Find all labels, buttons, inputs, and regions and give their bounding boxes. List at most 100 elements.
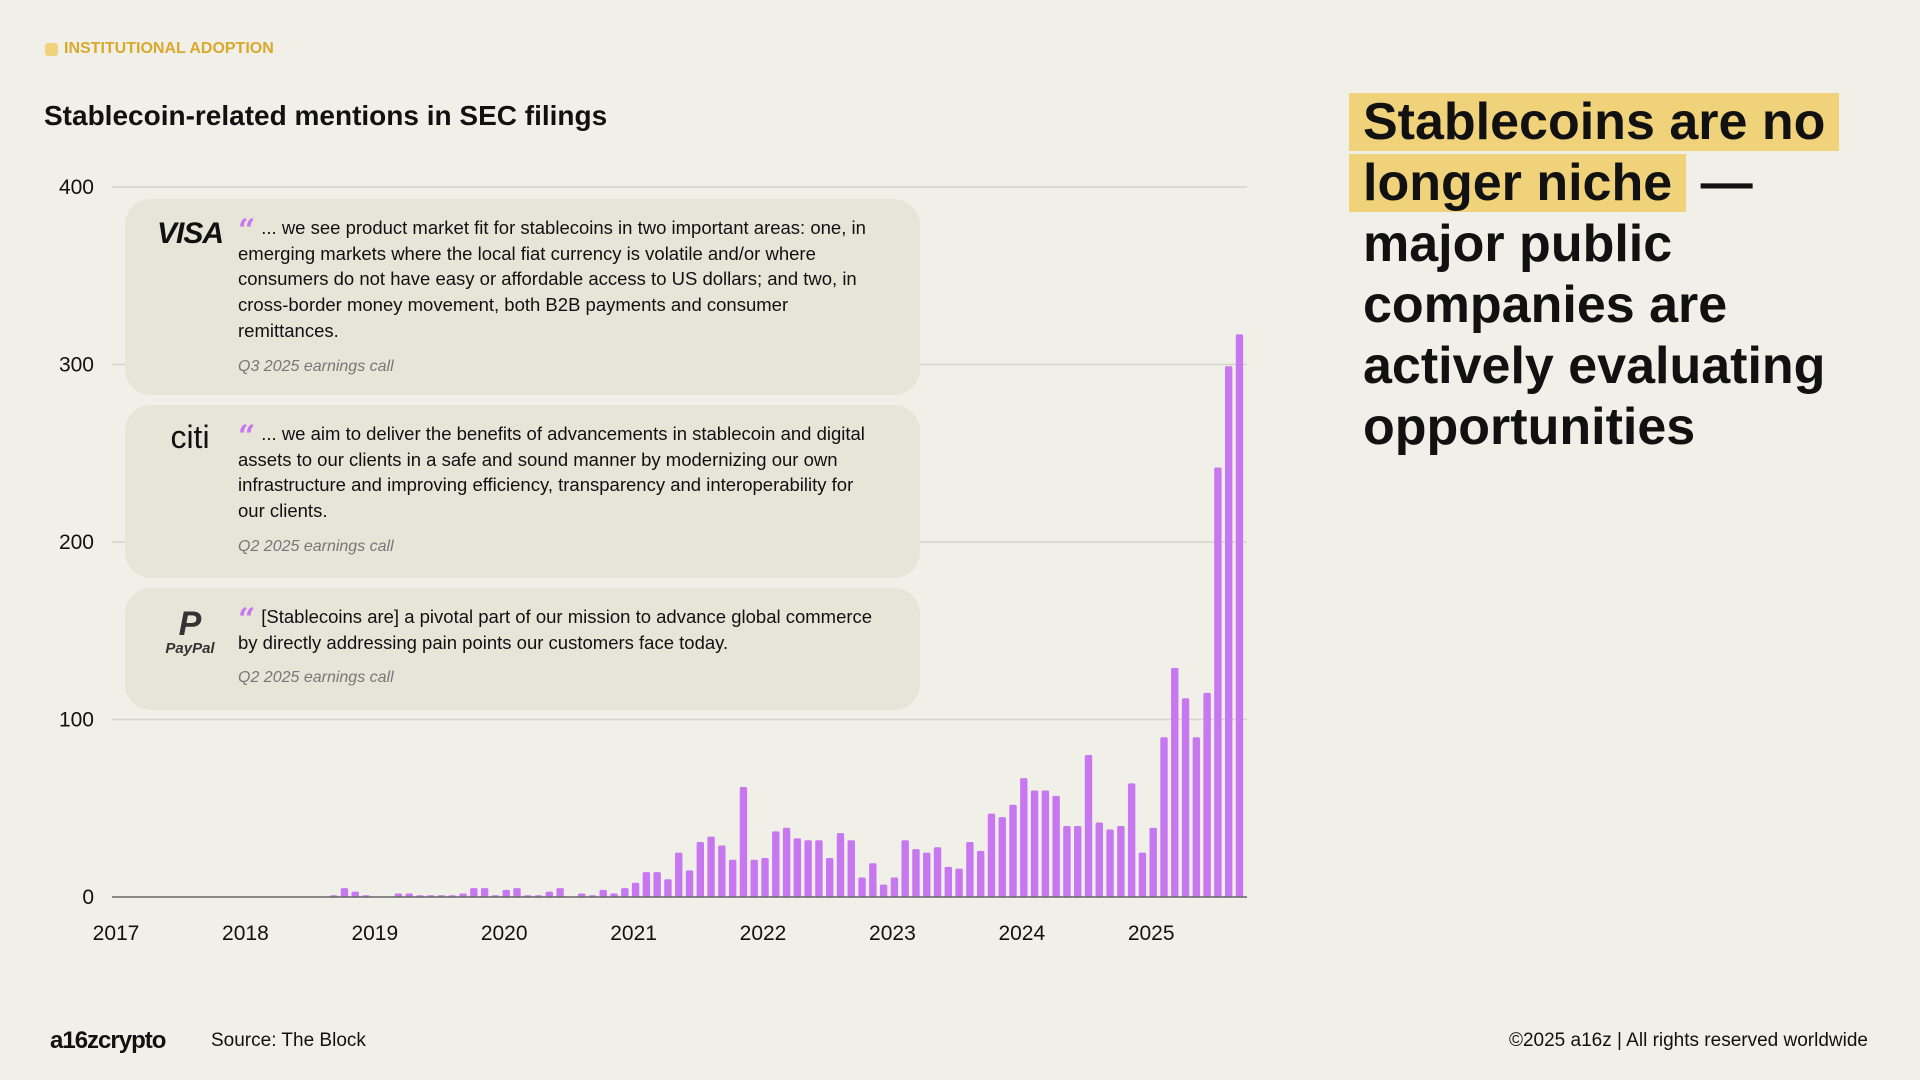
- bar: [879, 884, 888, 897]
- copyright: ©2025 a16z | All rights reserved worldwi…: [1508, 1030, 1868, 1051]
- bar: [1084, 755, 1093, 897]
- bar: [1181, 698, 1190, 897]
- quote-card-citi: citi “... we aim to deliver the benefits…: [125, 405, 920, 578]
- x-tick-label: 2022: [740, 922, 787, 945]
- bar: [1074, 826, 1082, 897]
- quote-card-paypal: P PayPal “[Stablecoins are] a pivotal pa…: [125, 588, 920, 710]
- quote-source: Q2 2025 earnings call: [238, 669, 394, 687]
- bar: [351, 891, 359, 897]
- bar: [912, 849, 920, 897]
- bar: [685, 870, 694, 897]
- bar: [340, 888, 349, 897]
- bar: [761, 857, 769, 897]
- bar: [502, 889, 510, 897]
- bar: [1052, 795, 1060, 897]
- bar: [1203, 692, 1211, 897]
- bar: [1224, 366, 1233, 897]
- chart-title: Stablecoin-related mentions in SEC filin…: [44, 100, 608, 131]
- bar: [556, 888, 564, 897]
- quote-mark-icon: “: [238, 419, 256, 454]
- bar: [631, 882, 640, 897]
- bar: [869, 863, 877, 897]
- x-tick-label: 2019: [351, 922, 398, 945]
- bar: [1138, 852, 1147, 897]
- bar: [470, 888, 478, 897]
- bar: [750, 859, 758, 897]
- bar: [642, 872, 651, 897]
- bar: [847, 840, 855, 897]
- bar: [459, 893, 467, 897]
- x-tick-label: 2020: [481, 922, 528, 945]
- bar: [793, 838, 802, 897]
- bar: [1030, 790, 1039, 897]
- headline: Stablecoins are no longer niche — major …: [1349, 92, 1903, 458]
- bar: [966, 841, 974, 897]
- paypal-p-icon: P: [178, 605, 202, 643]
- bar: [955, 868, 963, 897]
- source-note: Source: The Block: [211, 1030, 366, 1051]
- bar: [394, 893, 403, 897]
- bar: [1171, 668, 1179, 897]
- bar: [599, 889, 607, 897]
- quote-card-visa: VISA “... we see product market fit for …: [125, 199, 920, 395]
- bar: [826, 857, 834, 897]
- bar: [405, 893, 413, 897]
- y-tick-label: 200: [59, 531, 94, 554]
- x-tick-label: 2018: [222, 922, 269, 945]
- bar: [1192, 737, 1201, 897]
- bar: [718, 845, 726, 897]
- bar: [1041, 790, 1050, 897]
- y-tick-label: 300: [59, 354, 94, 377]
- bar: [782, 827, 791, 897]
- x-tick-label: 2021: [610, 922, 657, 945]
- bar: [933, 847, 942, 897]
- bar: [577, 893, 586, 897]
- bar: [836, 833, 845, 897]
- x-tick-label: 2017: [93, 922, 140, 945]
- bar: [890, 877, 899, 897]
- quote-text: [Stablecoins are] a pivotal part of our …: [238, 606, 873, 653]
- bar: [944, 866, 953, 897]
- bar: [728, 859, 737, 897]
- bar: [675, 852, 683, 897]
- section-tag: INSTITUTIONAL ADOPTION: [45, 40, 274, 58]
- y-tick-label: 100: [59, 709, 94, 732]
- bar: [621, 888, 629, 897]
- bar: [1127, 783, 1136, 897]
- bar: [1214, 467, 1222, 897]
- y-tick-label: 0: [82, 886, 94, 909]
- bar: [1063, 826, 1071, 897]
- bar: [1009, 804, 1017, 897]
- paypal-logo: P PayPal: [145, 605, 235, 657]
- bar: [1149, 827, 1157, 897]
- bar: [976, 850, 985, 897]
- quote-mark-icon: “: [238, 602, 256, 637]
- bar: [998, 817, 1006, 897]
- bar: [923, 852, 931, 897]
- bar: [1095, 822, 1103, 897]
- bar: [739, 786, 748, 897]
- tag-square-icon: [45, 42, 58, 56]
- quote-source: Q2 2025 earnings call: [238, 537, 394, 555]
- bar: [707, 836, 715, 897]
- x-tick-label: 2023: [869, 922, 916, 945]
- quote-source: Q3 2025 earnings call: [238, 357, 394, 375]
- x-tick-label: 2024: [998, 922, 1045, 945]
- a16zcrypto-logo: a16zcrypto: [50, 1027, 166, 1054]
- bar: [545, 891, 554, 897]
- bar: [664, 879, 672, 897]
- bar: [1117, 826, 1125, 897]
- visa-logo: VISA: [156, 217, 224, 250]
- bar: [1235, 334, 1244, 897]
- quote-text: ... we aim to deliver the benefits of ad…: [238, 423, 865, 522]
- y-tick-label: 400: [59, 176, 94, 199]
- bar: [610, 893, 618, 897]
- bar: [815, 840, 823, 897]
- citi-logo: citi: [170, 419, 210, 455]
- bar: [858, 877, 866, 897]
- bar: [1106, 829, 1114, 897]
- bar: [1020, 778, 1028, 897]
- bar: [480, 888, 489, 897]
- bar: [696, 841, 704, 897]
- x-tick-label: 2025: [1128, 922, 1175, 945]
